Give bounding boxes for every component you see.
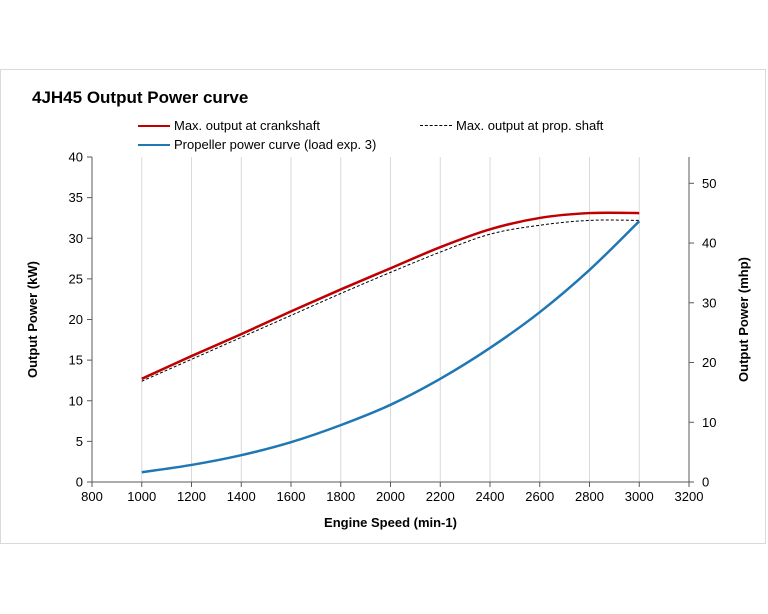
y-tick-label: 30 bbox=[69, 231, 83, 246]
grid-layer bbox=[141, 157, 640, 482]
y-tick-label: 15 bbox=[69, 353, 83, 368]
y-axis-title: Output Power (kW) bbox=[25, 261, 40, 378]
legend-label-crankshaft: Max. output at crankshaft bbox=[174, 118, 320, 133]
legend-entry-prop-shaft: Max. output at prop. shaft bbox=[420, 118, 603, 133]
x-tick-label: 1400 bbox=[227, 489, 256, 504]
x-tick-label: 1200 bbox=[177, 489, 206, 504]
y-tick-label: 5 bbox=[76, 434, 83, 449]
x-tick-label: 2600 bbox=[525, 489, 554, 504]
y2-tick-label: 0 bbox=[702, 475, 709, 490]
y2-axis-title: Output Power (mhp) bbox=[736, 257, 751, 382]
y2-tick-label: 50 bbox=[702, 176, 716, 191]
y-tick-label: 0 bbox=[76, 475, 83, 490]
x-tick-label: 3200 bbox=[675, 489, 704, 504]
labels-layer: 800 1000 1200 1400 1600 1800 2000 2200 2400 2600 2… bbox=[25, 150, 751, 531]
chart-title: 4JH45 Output Power curve bbox=[32, 88, 249, 107]
x-tick-label: 2800 bbox=[575, 489, 604, 504]
x-tick-label: 2400 bbox=[476, 489, 505, 504]
y-tick-label: 35 bbox=[69, 190, 83, 205]
x-tick-label: 800 bbox=[81, 489, 103, 504]
x-tick-label: 1000 bbox=[127, 489, 156, 504]
y2-tick-label: 30 bbox=[702, 295, 716, 310]
legend-entry-propeller: Propeller power curve (load exp. 3) bbox=[138, 137, 376, 152]
y-tick-label: 25 bbox=[69, 271, 83, 286]
legend-swatch-propeller bbox=[138, 143, 170, 146]
y2-tick-label: 40 bbox=[702, 236, 716, 251]
legend-entry-crankshaft: Max. output at crankshaft bbox=[138, 118, 320, 133]
y-tick-label: 40 bbox=[69, 150, 83, 165]
series-layer bbox=[141, 211, 641, 474]
x-tick-label: 1600 bbox=[277, 489, 306, 504]
legend-swatch-prop-shaft bbox=[420, 125, 452, 126]
x-tick-label: 2000 bbox=[376, 489, 405, 504]
legend-swatch-crankshaft bbox=[138, 124, 170, 127]
y-tick-label: 10 bbox=[69, 393, 83, 408]
x-tick-label: 2200 bbox=[426, 489, 455, 504]
y-tick-label: 20 bbox=[69, 312, 83, 327]
legend-label-prop-shaft: Max. output at prop. shaft bbox=[456, 118, 604, 133]
axes-layer bbox=[87, 156, 694, 487]
x-tick-label: 1800 bbox=[326, 489, 355, 504]
chart-frame bbox=[0, 69, 766, 544]
x-tick-label: 3000 bbox=[625, 489, 654, 504]
series-line-propeller bbox=[141, 220, 641, 474]
x-axis-title: Engine Speed (min-1) bbox=[324, 515, 457, 530]
y2-tick-label: 10 bbox=[702, 415, 716, 430]
y2-tick-label: 20 bbox=[702, 355, 716, 370]
legend-label-propeller: Propeller power curve (load exp. 3) bbox=[174, 137, 377, 152]
